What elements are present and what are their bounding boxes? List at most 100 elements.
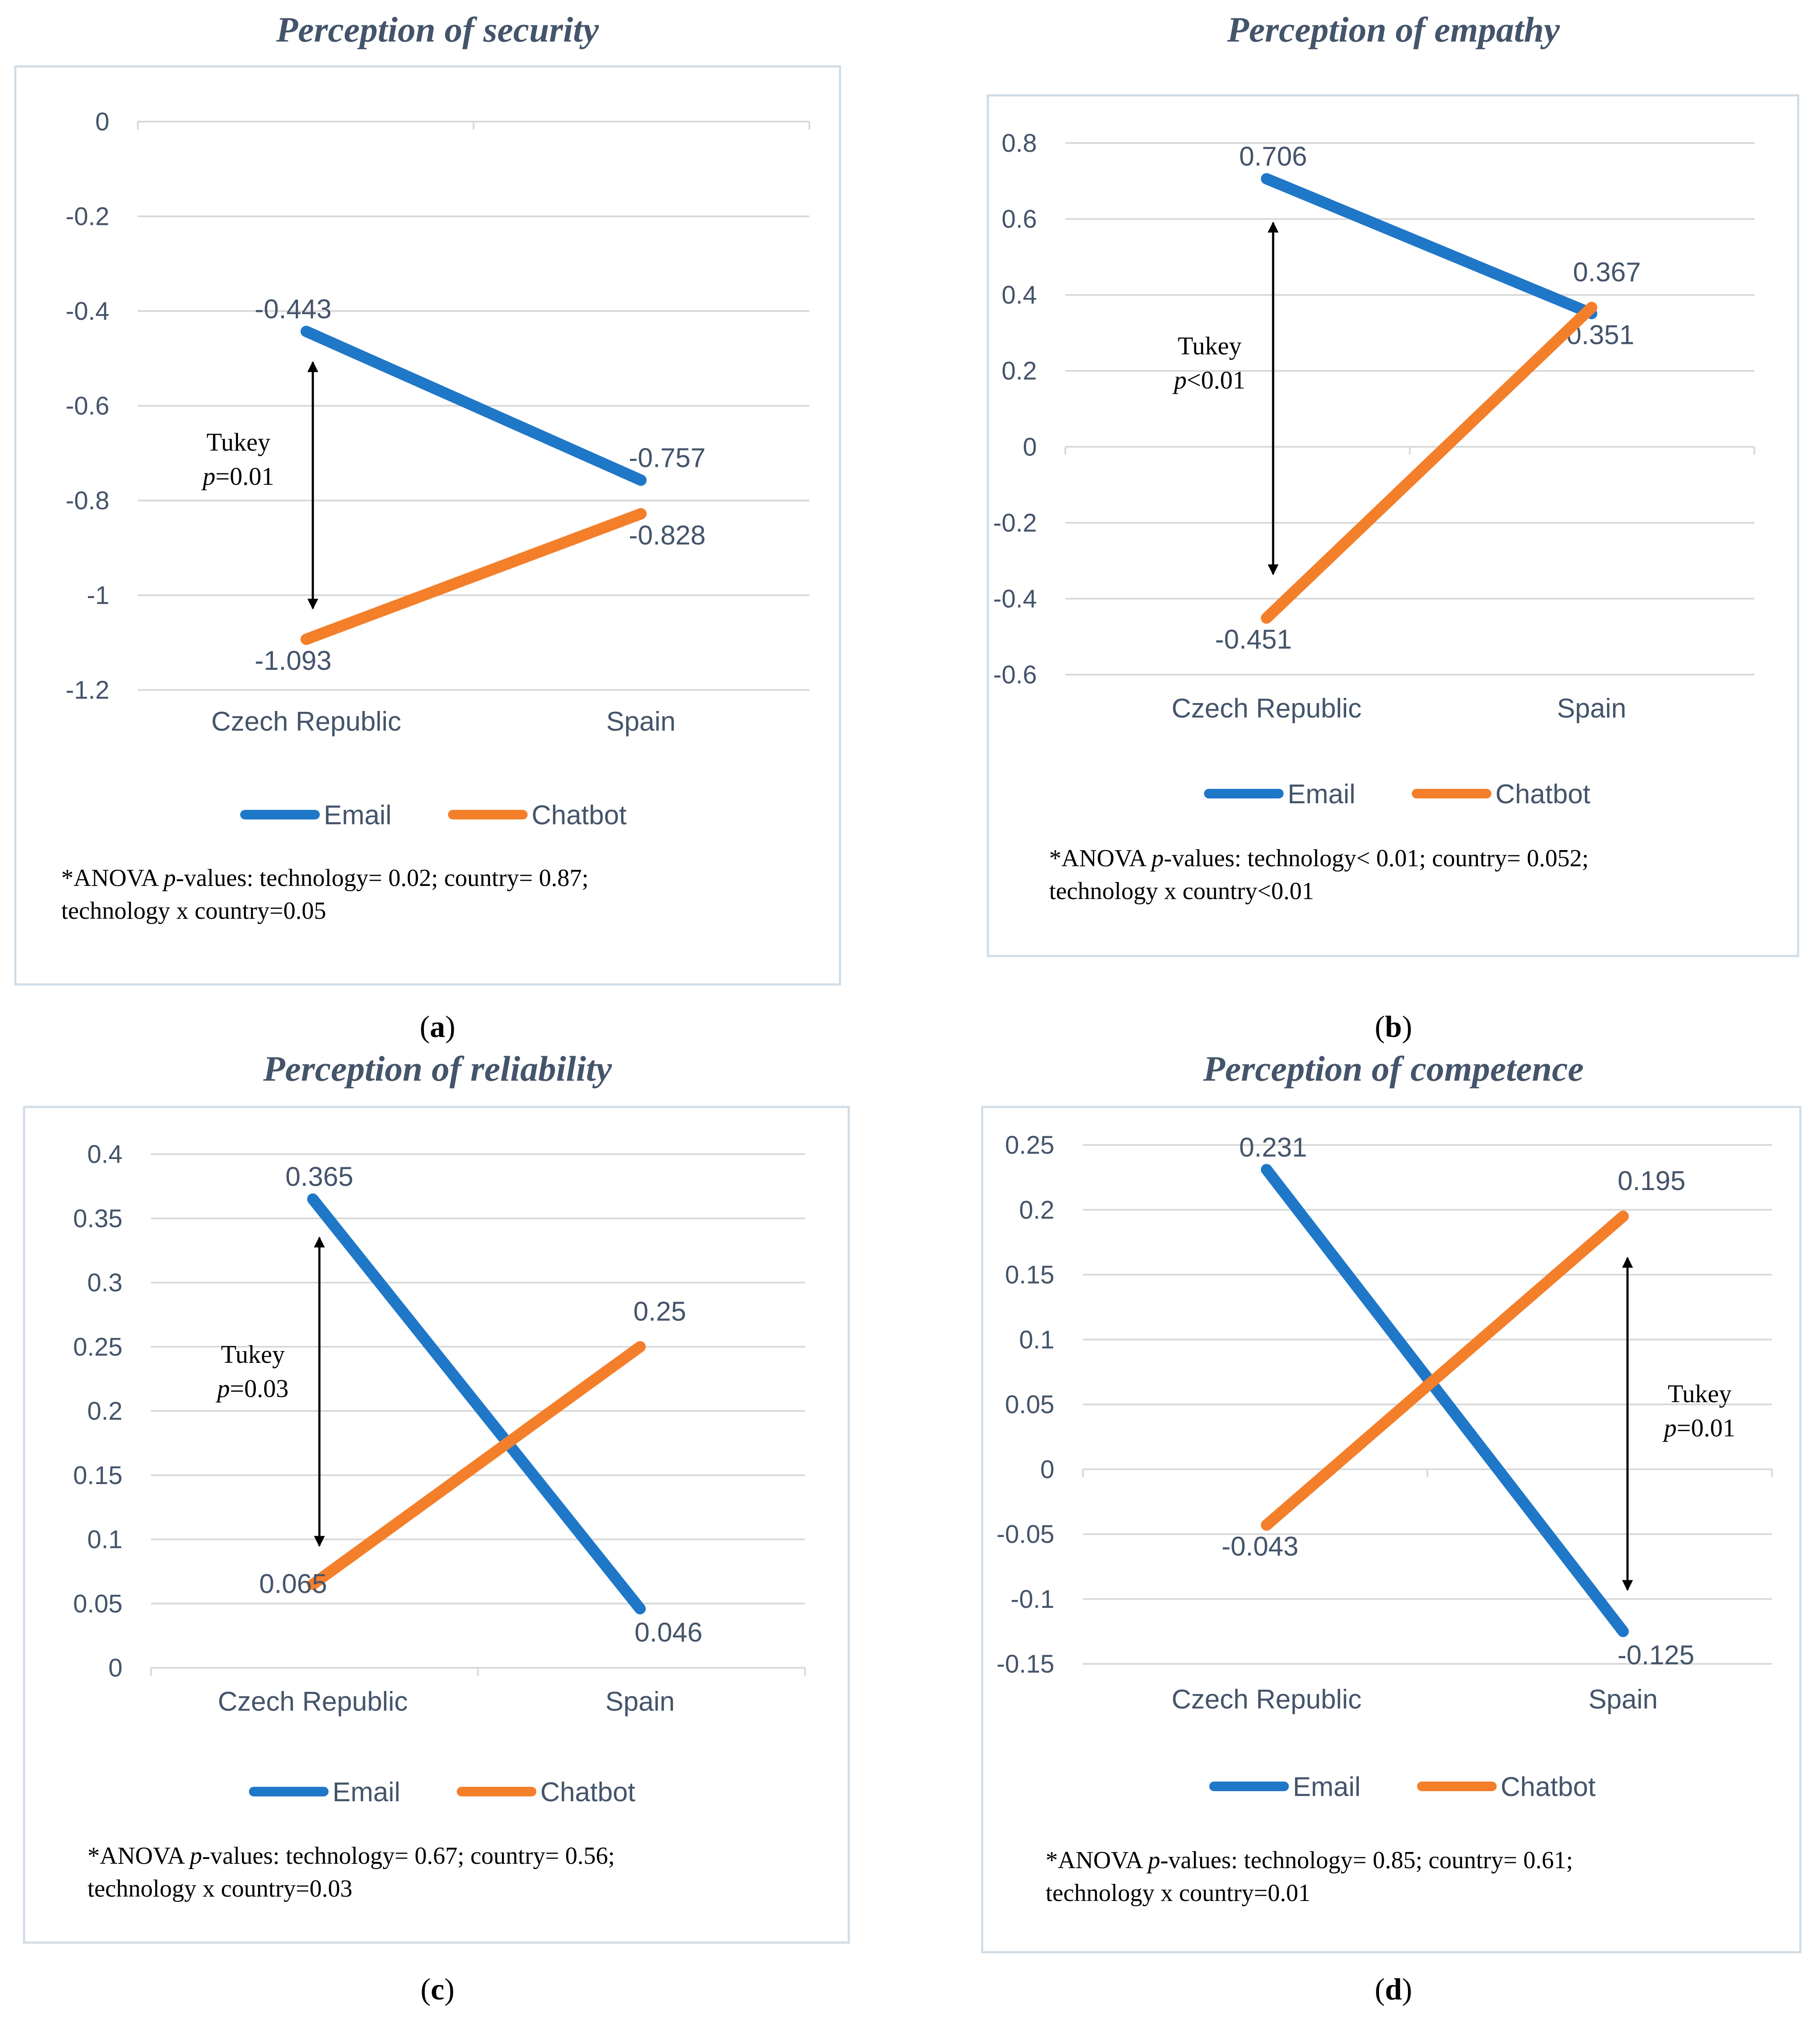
data-label-chatbot: -1.093 xyxy=(255,646,332,676)
tukey-p-value: p=0.03 xyxy=(215,1374,288,1403)
tukey-p-number: =0.01 xyxy=(1676,1414,1735,1442)
tukey-label: Tukey xyxy=(206,428,270,456)
legend-label-chatbot: Chatbot xyxy=(1495,779,1590,809)
chart-panel-c: Perception of reliability 0.4 0.35 0.3 0.25 0… xyxy=(23,1049,850,2006)
anova-p-symbol: p xyxy=(188,1842,202,1869)
x-category-label: Spain xyxy=(606,707,676,737)
data-label-chatbot: -0.043 xyxy=(1222,1532,1298,1562)
anova-note-line1: *ANOVA p-values: technology= 0.67; count… xyxy=(88,1842,615,1869)
legend-label-email: Email xyxy=(324,800,392,830)
data-label-email: 0.231 xyxy=(1239,1132,1307,1162)
data-label-email: -0.757 xyxy=(629,443,706,473)
y-tick-label: -0.2 xyxy=(66,203,109,231)
tukey-p-symbol: p xyxy=(201,462,215,490)
chart-panel-b: Perception of empathy 0.8 0.6 0.4 0.2 0 -0.2 -0… xyxy=(987,10,1799,1044)
y-tick-label: 0.25 xyxy=(1005,1131,1054,1159)
panel-paren-close: ) xyxy=(1402,1010,1412,1044)
y-tick-label: -0.4 xyxy=(66,297,109,326)
panel-paren-open: ( xyxy=(1375,1010,1385,1044)
data-label-chatbot: 0.367 xyxy=(1573,257,1641,287)
y-tick-label: -0.8 xyxy=(66,487,109,515)
data-label-email: 0.706 xyxy=(1239,142,1307,172)
chart-border xyxy=(14,65,841,986)
y-tick-label: 0.6 xyxy=(1001,205,1037,234)
series-line-email xyxy=(307,1193,646,1614)
x-category-label: Czech Republic xyxy=(1172,693,1362,724)
x-category-label: Czech Republic xyxy=(211,707,401,737)
y-tick-label: 0.8 xyxy=(1001,129,1037,158)
series-line-chatbot xyxy=(1261,301,1597,624)
chart-border xyxy=(23,1106,850,1944)
anova-p-symbol: p xyxy=(162,865,176,892)
y-tick-label: 0.25 xyxy=(73,1333,122,1361)
y-tick-label: 0.05 xyxy=(73,1589,122,1618)
tukey-p-number: =0.01 xyxy=(215,462,274,490)
data-label-email: 0.046 xyxy=(634,1617,702,1648)
y-tick-label: 0 xyxy=(95,108,109,136)
panel-paren-close: ) xyxy=(445,1010,455,1044)
panel-paren-close: ) xyxy=(444,1973,455,2006)
anova-suffix: -values: technology= 0.67; country= 0.56… xyxy=(202,1842,615,1869)
legend-label-email: Email xyxy=(1288,779,1355,809)
tukey-p-value: p<0.01 xyxy=(1172,366,1245,394)
y-tick-label: 0.2 xyxy=(1001,357,1037,385)
data-label-email: 0.365 xyxy=(285,1162,353,1192)
chart-title: Perception of empathy xyxy=(1227,10,1560,49)
panel-letter-char: a xyxy=(430,1010,445,1044)
tukey-label: Tukey xyxy=(221,1340,285,1369)
y-tick-label: 0.3 xyxy=(87,1269,122,1297)
x-category-label: Spain xyxy=(1557,693,1627,724)
tukey-p-value: p=0.01 xyxy=(201,462,274,490)
x-category-label: Spain xyxy=(606,1687,675,1717)
panel-letter: (c) xyxy=(420,1973,455,2006)
anova-note-line2: technology x country=0.05 xyxy=(61,897,326,924)
panel-letter-char: c xyxy=(430,1973,444,2006)
anova-note-line2: technology x country=0.01 xyxy=(1046,1880,1310,1907)
series-line-chatbot xyxy=(301,508,647,645)
series-line-chatbot xyxy=(307,1341,646,1590)
tukey-p-symbol: p xyxy=(1662,1414,1676,1442)
y-tick-label: -0.1 xyxy=(1011,1585,1054,1614)
y-tick-label: 0.2 xyxy=(1019,1196,1054,1224)
series-line-chatbot xyxy=(1261,1211,1629,1531)
anova-note-line1: *ANOVA p-values: technology< 0.01; count… xyxy=(1049,845,1589,872)
chart-panel-a: Perception of security 0 -0.2 -0.4 -0.6 -0.8 -… xyxy=(14,10,841,1044)
anova-suffix: -values: technology< 0.01; country= 0.05… xyxy=(1164,845,1589,872)
chart-title: Perception of reliability xyxy=(262,1049,612,1089)
x-category-label: Czech Republic xyxy=(218,1687,408,1717)
series-line-email xyxy=(1261,173,1597,319)
y-tick-label: 0.1 xyxy=(1019,1326,1054,1354)
x-category-label: Spain xyxy=(1589,1684,1658,1715)
legend-label-chatbot: Chatbot xyxy=(532,800,626,830)
y-tick-label: -0.4 xyxy=(993,585,1037,613)
tukey-p-symbol: p xyxy=(215,1374,230,1403)
panel-letter: (b) xyxy=(1375,1010,1412,1044)
panel-paren-close: ) xyxy=(1402,1973,1412,2006)
anova-note-line2: technology x country=0.03 xyxy=(88,1875,352,1902)
legend-label-email: Email xyxy=(332,1777,400,1807)
anova-prefix: *ANOVA xyxy=(61,865,164,892)
chart-title: Perception of security xyxy=(276,10,599,49)
anova-note-line1: *ANOVA p-values: technology= 0.02; count… xyxy=(61,865,588,892)
tukey-label: Tukey xyxy=(1668,1379,1732,1408)
y-tick-label: -0.6 xyxy=(993,661,1037,689)
panel-paren-open: ( xyxy=(1375,1973,1385,2006)
data-label-email: -0.125 xyxy=(1617,1640,1694,1670)
tukey-label: Tukey xyxy=(1178,332,1242,360)
anova-prefix: *ANOVA xyxy=(88,1842,190,1869)
chart-border xyxy=(981,1106,1802,1953)
data-label-chatbot: 0.195 xyxy=(1617,1166,1685,1196)
tukey-p-number: <0.01 xyxy=(1186,366,1245,394)
panel-paren-open: ( xyxy=(420,1010,430,1044)
y-tick-label: 0.4 xyxy=(87,1140,122,1169)
anova-note-line2: technology x country<0.01 xyxy=(1049,878,1314,905)
panel-letter-char: d xyxy=(1385,1973,1402,2006)
y-tick-label: -0.2 xyxy=(993,509,1037,537)
y-tick-label: 0.35 xyxy=(73,1204,122,1233)
anova-prefix: *ANOVA xyxy=(1049,845,1152,872)
tukey-p-value: p=0.01 xyxy=(1662,1414,1735,1442)
y-tick-label: 0.05 xyxy=(1005,1390,1054,1419)
y-tick-label: 0 xyxy=(1040,1455,1054,1484)
y-tick-label: -0.6 xyxy=(66,392,109,420)
